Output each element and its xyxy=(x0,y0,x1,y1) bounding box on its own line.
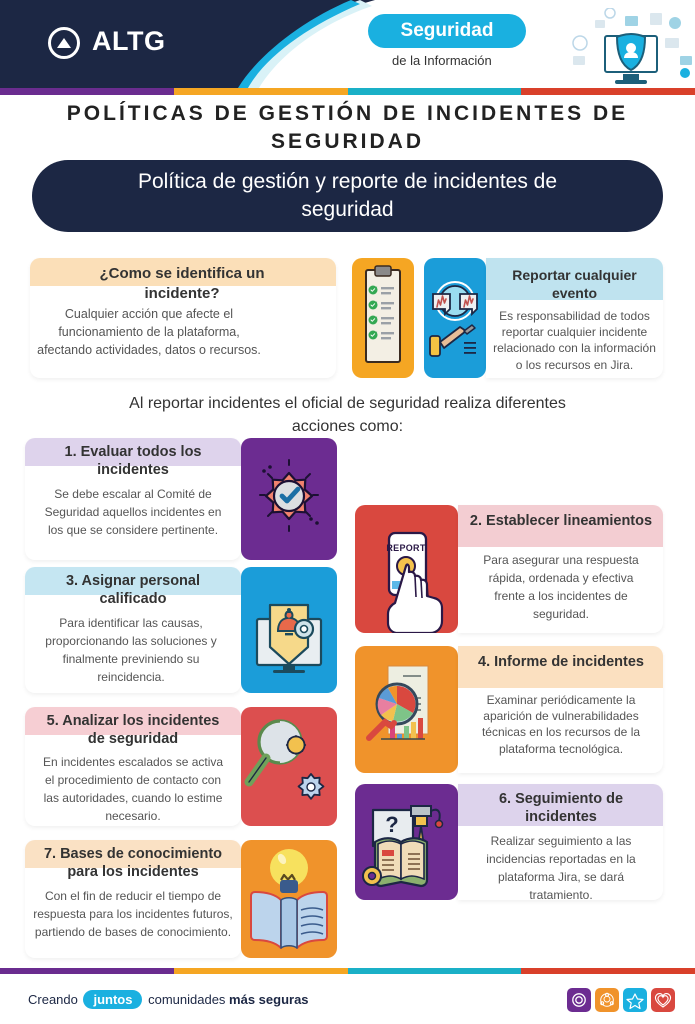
svg-text:REPORT: REPORT xyxy=(386,543,426,553)
svg-text:?: ? xyxy=(385,812,398,837)
